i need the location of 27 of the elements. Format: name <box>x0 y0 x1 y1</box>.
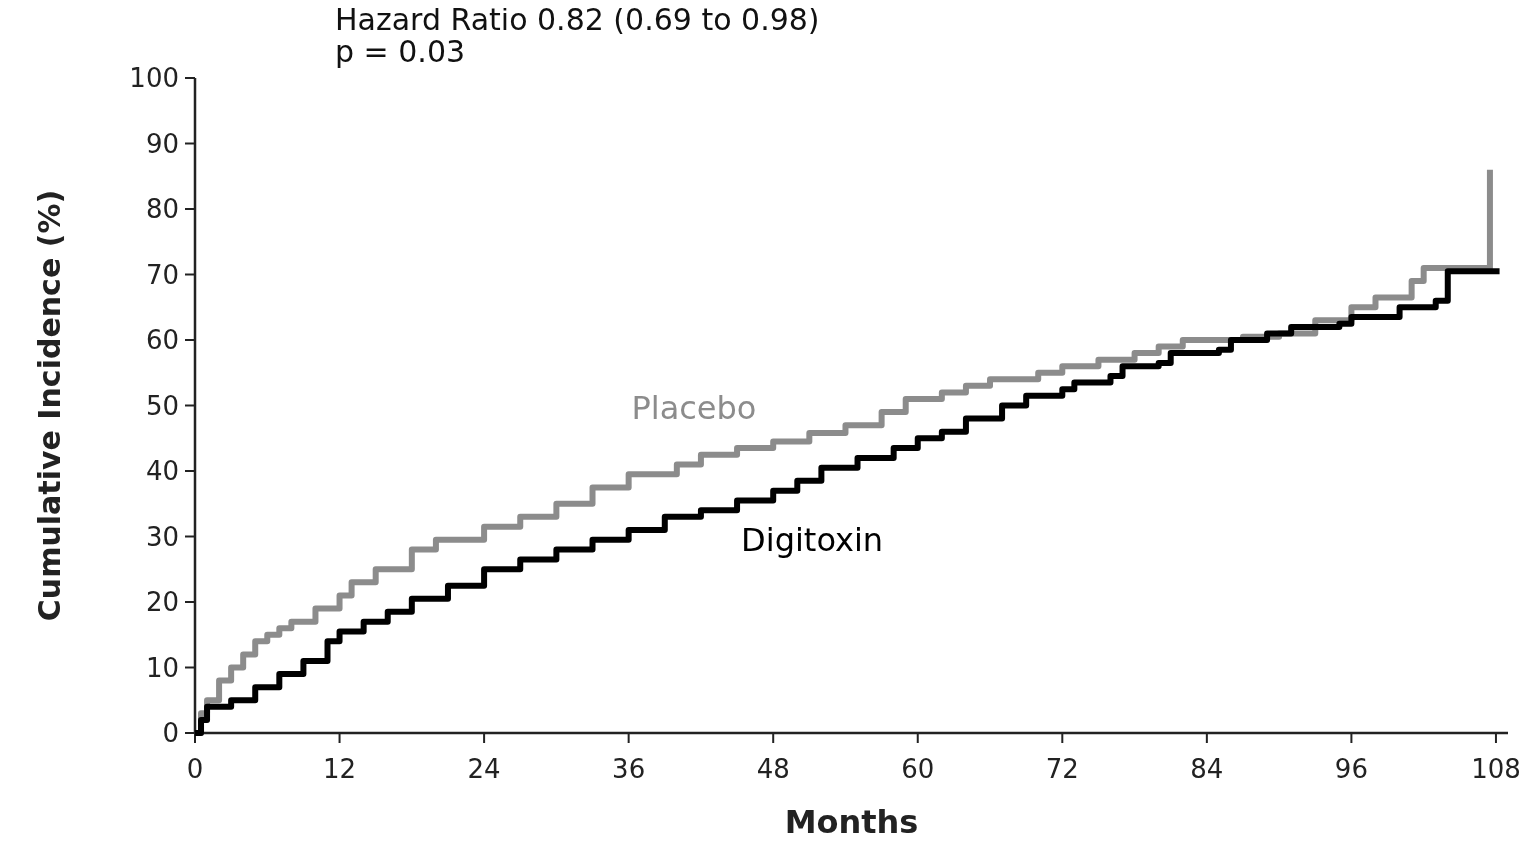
x-tick-label: 48 <box>756 754 790 784</box>
y-tick-label: 20 <box>145 587 179 618</box>
y-tick-label: 90 <box>145 128 179 159</box>
y-tick-label: 70 <box>145 259 179 290</box>
x-tick-label: 24 <box>467 754 501 784</box>
x-tick-label: 60 <box>901 754 935 784</box>
series-label: Placebo <box>631 389 757 428</box>
y-tick-label: 10 <box>145 652 179 683</box>
x-tick-label: 0 <box>186 754 204 784</box>
y-tick-label: 40 <box>145 456 179 487</box>
x-tick-label: 12 <box>323 754 357 784</box>
y-tick-label: 30 <box>145 521 179 552</box>
y-axis-title: Cumulative Incidence (%) <box>32 189 67 622</box>
x-axis-title: Months <box>784 803 919 841</box>
x-tick-label: 36 <box>612 754 646 784</box>
x-tick-label: 72 <box>1045 754 1079 784</box>
text: Hazard Ratio 0.82 (0.69 to 0.98) <box>335 2 820 37</box>
x-tick-label: 108 <box>1471 754 1521 784</box>
y-tick-label: 80 <box>145 194 179 225</box>
y-tick-label: 60 <box>145 325 179 356</box>
y-tick-label: 100 <box>129 63 179 94</box>
x-tick-label: 96 <box>1334 754 1368 784</box>
series-label: Digitoxin <box>741 520 884 559</box>
text: p = 0.03 <box>335 34 466 69</box>
x-tick-label: 84 <box>1190 754 1224 784</box>
y-tick-label: 50 <box>145 390 179 421</box>
y-tick-label: 0 <box>162 718 179 749</box>
